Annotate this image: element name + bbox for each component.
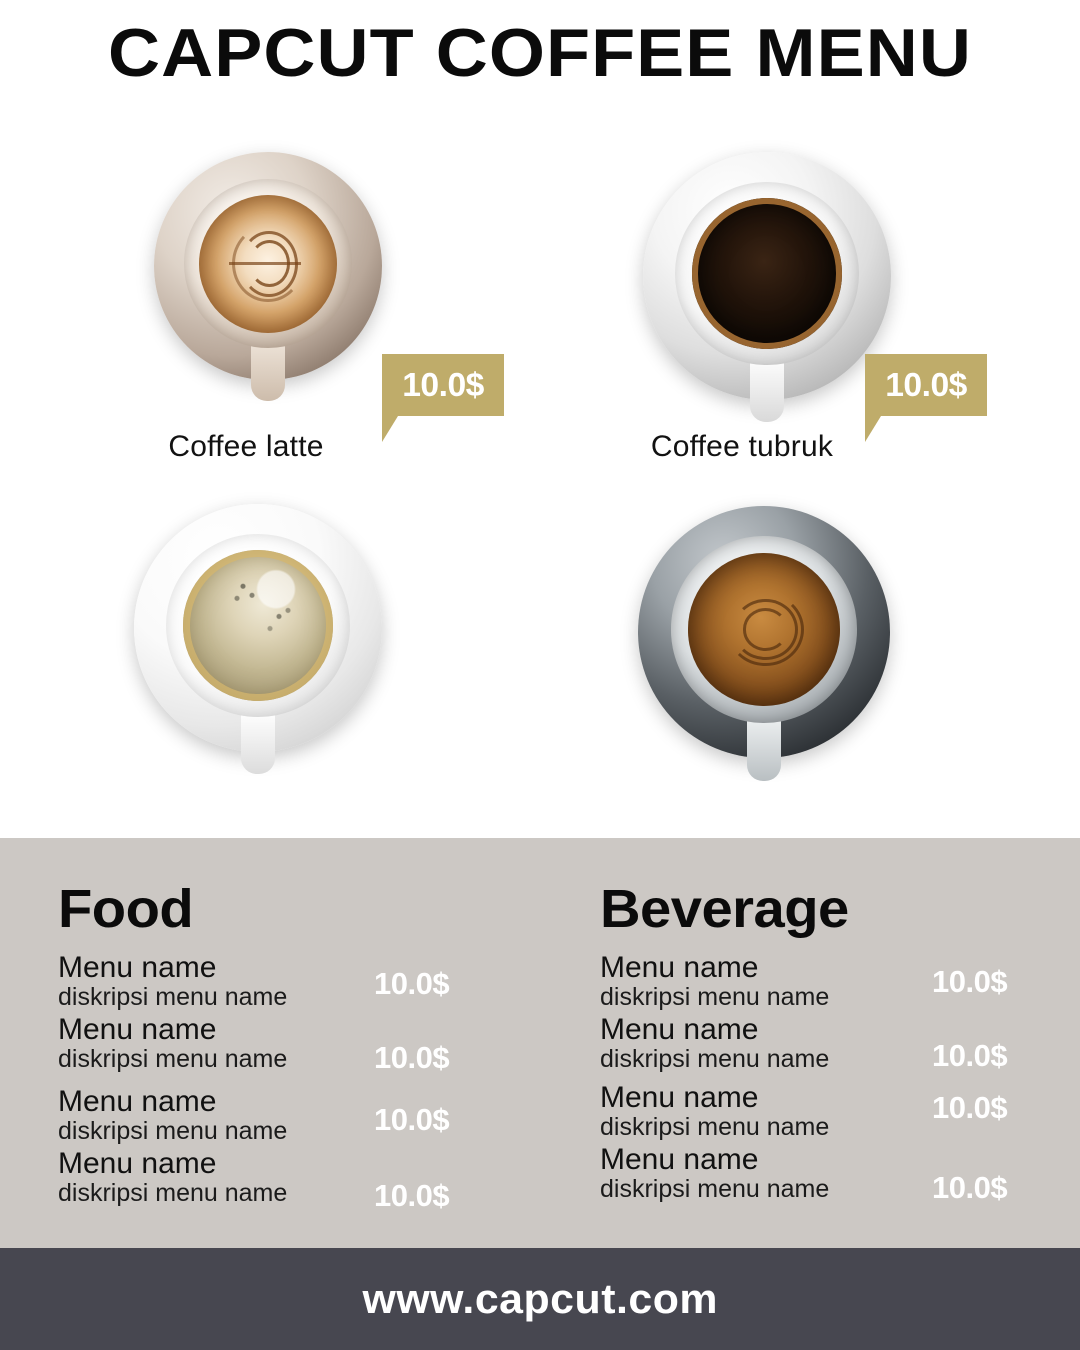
beverage-menu-list: Menu name diskripsi menu name 10.0$ Menu… (600, 952, 1080, 1206)
coffee-card-latte[interactable]: 10.0$ Coffee latte (120, 138, 504, 468)
menu-item-description: diskripsi menu name (58, 1044, 288, 1073)
menu-item-price: 10.0$ (374, 1040, 450, 1075)
menu-item-price: 10.0$ (932, 1090, 1008, 1125)
menu-row[interactable]: Menu name diskripsi menu name 10.0$ (600, 1014, 1080, 1076)
menu-item-name: Menu name (58, 951, 217, 984)
coffee-item-label: Coffee latte (168, 430, 324, 463)
speech-bubble-tail-icon (382, 416, 398, 442)
cup-handle-shape (241, 712, 275, 775)
menu-item-description: diskripsi menu name (600, 1112, 830, 1141)
price-amount: 10.0$ (885, 366, 967, 403)
coffee-cup-coklat-image (638, 506, 890, 781)
menu-row-texts: Menu name diskripsi menu name (600, 1144, 829, 1202)
menu-row[interactable]: Menu name diskripsi menu name 10.0$ (600, 952, 1080, 1014)
menu-row-texts: Menu name diskripsi menu name (600, 1082, 829, 1140)
menu-item-description: diskripsi menu name (600, 982, 830, 1011)
coffee-cup-tubruk-image (643, 152, 891, 423)
menu-item-price: 10.0$ (374, 966, 450, 1001)
menu-row[interactable]: Menu name diskripsi menu name 10.0$ (58, 1086, 558, 1148)
cup-shape (675, 181, 859, 366)
menu-row[interactable]: Menu name diskripsi menu name 10.0$ (600, 1082, 1080, 1144)
menu-item-name: Menu name (58, 1013, 217, 1046)
footer-bar: www.capcut.com (0, 1248, 1080, 1350)
coffee-liquid-shape (182, 550, 334, 701)
menu-item-price: 10.0$ (932, 1170, 1008, 1205)
menu-item-description: diskripsi menu name (600, 1174, 830, 1203)
section-title-beverage: Beverage (600, 879, 849, 939)
menu-row-texts: Menu name diskripsi menu name (600, 1014, 829, 1072)
menu-item-name: Menu name (58, 1147, 217, 1180)
menu-row[interactable]: Menu name diskripsi menu name 10.0$ (600, 1144, 1080, 1206)
cup-handle-shape (750, 360, 784, 423)
website-url[interactable]: www.capcut.com (362, 1275, 718, 1322)
menu-item-price: 10.0$ (932, 964, 1008, 999)
page-title: CAPCUT COFFEE MENU (107, 15, 972, 91)
price-badge: 10.0$ (865, 354, 987, 442)
coffee-card-coklat[interactable]: 10.0$ Coffee coklat (620, 498, 988, 1189)
menu-item-price: 10.0$ (932, 1038, 1008, 1073)
menu-row[interactable]: Menu name diskripsi menu name 10.0$ (58, 952, 558, 1014)
menu-item-name: Menu name (58, 1085, 217, 1118)
coffee-items-grid: 10.0$ Coffee latte 10.0$ Coffee tubruk (0, 128, 1080, 1189)
menu-row-texts: Menu name diskripsi menu name (58, 1014, 287, 1072)
menu-row-texts: Menu name diskripsi menu name (58, 1086, 287, 1144)
menu-lists-panel: Food Menu name diskripsi menu name 10.0$… (0, 838, 1080, 1248)
menu-item-price: 10.0$ (374, 1102, 450, 1137)
food-column: Food Menu name diskripsi menu name 10.0$… (58, 838, 558, 1213)
coffee-card-machiato[interactable]: 10.0$ Coffee machiato (110, 498, 500, 1189)
price-amount: 10.0$ (402, 366, 484, 403)
menu-item-price: 10.0$ (374, 1178, 450, 1213)
cocoa-art-icon (688, 553, 841, 706)
menu-item-description: diskripsi menu name (600, 1044, 830, 1073)
menu-item-description: diskripsi menu name (58, 982, 288, 1011)
coffee-liquid-shape (198, 194, 338, 333)
menu-row[interactable]: Menu name diskripsi menu name 10.0$ (58, 1148, 558, 1213)
cup-handle-shape (747, 718, 781, 781)
menu-item-name: Menu name (600, 1081, 759, 1114)
section-title-food: Food (58, 879, 194, 939)
speech-bubble-tail-icon (865, 416, 881, 442)
price-badge: 10.0$ (382, 354, 504, 442)
coffee-liquid-shape (687, 553, 841, 706)
coffee-liquid-shape (691, 198, 843, 349)
cup-shape (670, 536, 858, 723)
foam-bubbles-icon (182, 550, 334, 701)
latte-art-icon (199, 195, 337, 333)
menu-item-name: Menu name (600, 1143, 759, 1176)
menu-item-name: Menu name (600, 951, 759, 984)
menu-row-texts: Menu name diskripsi menu name (58, 952, 287, 1010)
cup-shape (166, 533, 350, 718)
menu-item-name: Menu name (600, 1013, 759, 1046)
beverage-column: Beverage Menu name diskripsi menu name 1… (600, 838, 1080, 1206)
cup-shape (183, 179, 353, 349)
menu-item-description: diskripsi menu name (58, 1116, 288, 1145)
menu-item-description: diskripsi menu name (58, 1178, 288, 1207)
coffee-cup-latte-image (154, 152, 382, 401)
cup-handle-shape (251, 338, 285, 401)
coffee-cup-machiato-image (134, 504, 382, 775)
coffee-item-label: Coffee tubruk (650, 430, 834, 463)
coffee-card-tubruk[interactable]: 10.0$ Coffee tubruk (625, 138, 987, 468)
menu-row-texts: Menu name diskripsi menu name (58, 1148, 287, 1206)
menu-row-texts: Menu name diskripsi menu name (600, 952, 829, 1010)
menu-row[interactable]: Menu name diskripsi menu name 10.0$ (58, 1014, 558, 1076)
food-menu-list: Menu name diskripsi menu name 10.0$ Menu… (58, 952, 558, 1213)
